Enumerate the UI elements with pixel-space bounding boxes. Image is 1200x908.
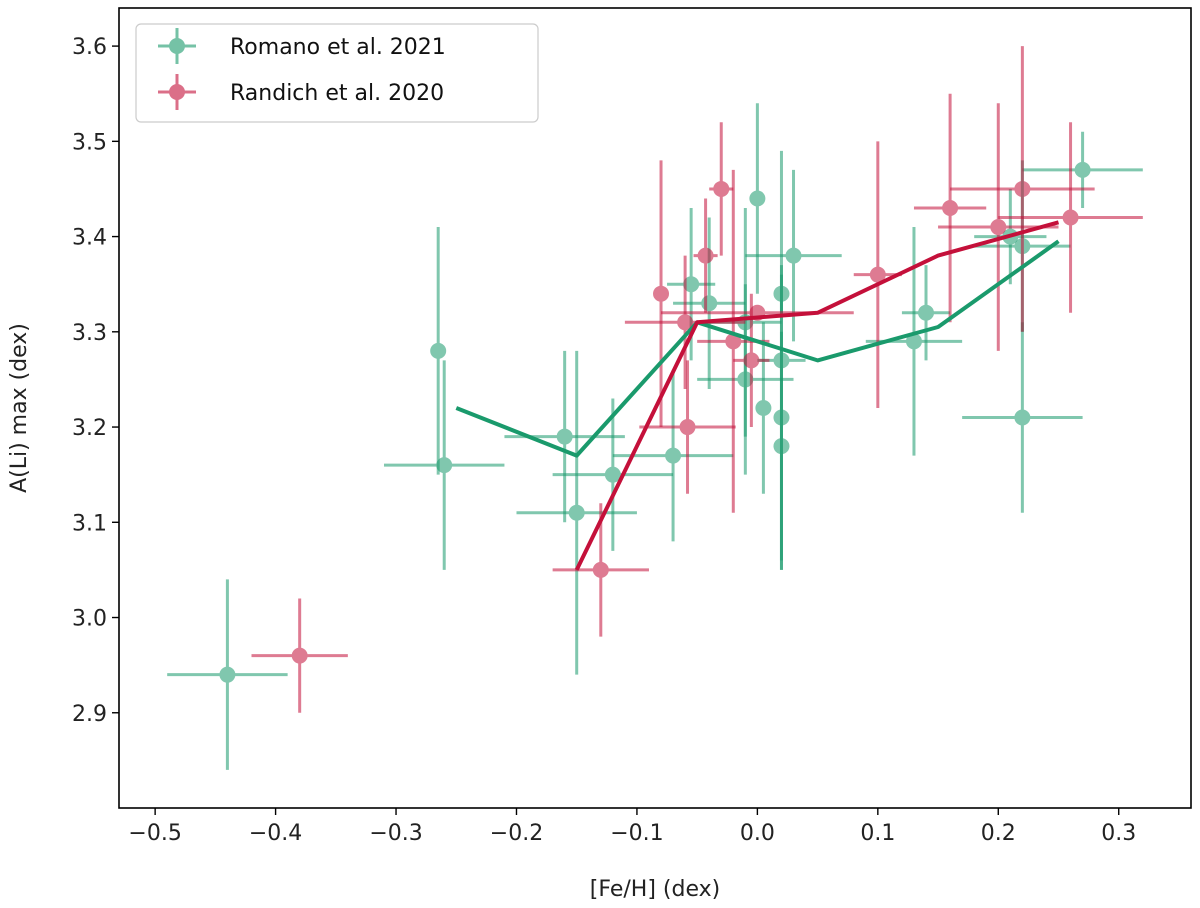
data-point: [1022, 131, 1143, 208]
point-marker: [755, 400, 772, 416]
legend-marker-series-0: [158, 28, 196, 64]
data-point: [853, 141, 902, 408]
legend-marker-series-1: [158, 74, 196, 110]
x-tick-label: −0.2: [490, 821, 543, 846]
point-marker: [1074, 161, 1091, 178]
x-tick-label: 0.2: [981, 821, 1016, 846]
point-marker: [665, 447, 682, 464]
point-marker: [905, 333, 922, 350]
data-point: [749, 103, 766, 294]
data-point: [624, 255, 746, 389]
x-tick-label: −0.3: [369, 821, 422, 846]
point-marker: [725, 333, 742, 350]
data-point: [950, 46, 1095, 332]
point-marker: [1014, 180, 1031, 197]
series-1-points: [251, 46, 1143, 713]
x-tick-label: −0.4: [249, 821, 302, 846]
data-point: [251, 598, 348, 713]
x-tick-label: 0.1: [860, 821, 895, 846]
legend-label-randich: Randich et al. 2020: [230, 81, 444, 106]
legend-dot: [169, 84, 185, 100]
y-tick-label: 3.0: [72, 607, 107, 632]
data-point: [709, 122, 734, 256]
data-point: [998, 122, 1143, 313]
point-marker: [749, 190, 766, 207]
data-point: [552, 398, 674, 551]
point-marker: [679, 419, 696, 436]
y-tick-label: 2.9: [72, 702, 107, 727]
point-marker: [568, 504, 585, 521]
data-point: [430, 227, 447, 475]
point-marker: [430, 342, 447, 359]
point-marker: [743, 352, 760, 369]
point-marker: [1014, 409, 1031, 426]
series-0-points: [167, 103, 1143, 770]
point-marker: [291, 647, 308, 664]
data-point: [167, 579, 288, 770]
legend-dot: [169, 38, 185, 54]
x-tick-label: −0.5: [128, 821, 181, 846]
point-marker: [697, 247, 714, 264]
trend-lines: [455, 220, 1060, 571]
point-marker: [990, 219, 1007, 236]
point-marker: [785, 247, 802, 264]
data-point: [697, 284, 794, 475]
point-marker: [677, 314, 694, 331]
data-point: [913, 93, 987, 323]
y-tick-label: 3.2: [72, 416, 107, 441]
point-marker: [773, 438, 790, 455]
point-marker: [713, 180, 730, 197]
plot-frame: [118, 7, 1192, 809]
data-point: [962, 322, 1083, 513]
x-tick-label: −0.1: [610, 821, 663, 846]
series-0-trend-line: [455, 239, 1060, 458]
point-marker: [869, 266, 886, 283]
point-marker: [683, 276, 700, 293]
point-marker: [653, 285, 670, 302]
y-tick-label: 3.3: [72, 321, 107, 346]
point-marker: [942, 200, 959, 216]
x-tick-label: 0.0: [740, 821, 775, 846]
point-marker: [701, 295, 718, 312]
plot-marks: [167, 46, 1143, 770]
point-marker: [604, 466, 621, 483]
x-axis: −0.5 −0.4 −0.3 −0.2 −0.1 0.0 0.1 0.2 0.3: [128, 808, 1136, 846]
data-point: [773, 331, 790, 561]
point-marker: [918, 304, 935, 321]
legend-label-romano: Romano et al. 2021: [230, 35, 446, 60]
y-tick-label: 3.6: [72, 35, 107, 60]
y-axis: 2.9 3.0 3.1 3.2 3.3 3.4 3.5 3.6: [72, 35, 119, 727]
y-axis-label: A(Li) max (dex): [7, 323, 32, 493]
y-tick-label: 3.5: [72, 130, 107, 155]
data-point: [755, 322, 772, 494]
data-point: [901, 265, 951, 361]
data-point: [693, 198, 718, 313]
y-tick-label: 3.4: [72, 226, 107, 251]
x-tick-label: 0.3: [1101, 821, 1136, 846]
data-point: [383, 360, 505, 570]
data-point: [639, 360, 736, 494]
x-axis-label: [Fe/H] (dex): [590, 877, 720, 902]
point-marker: [1062, 209, 1079, 226]
y-tick-label: 3.1: [72, 511, 107, 536]
point-marker: [592, 561, 609, 578]
point-marker: [556, 428, 573, 445]
data-point: [552, 503, 649, 637]
series-1-trend-line: [574, 220, 1060, 571]
data-point: [516, 350, 637, 675]
point-marker: [219, 666, 236, 683]
legend: Romano et al. 2021 Randich et al. 2020: [135, 23, 539, 123]
point-marker: [436, 457, 453, 474]
data-point: [504, 350, 625, 523]
legend-box: [135, 23, 539, 123]
data-point: [653, 160, 670, 428]
point-marker: [737, 371, 754, 388]
